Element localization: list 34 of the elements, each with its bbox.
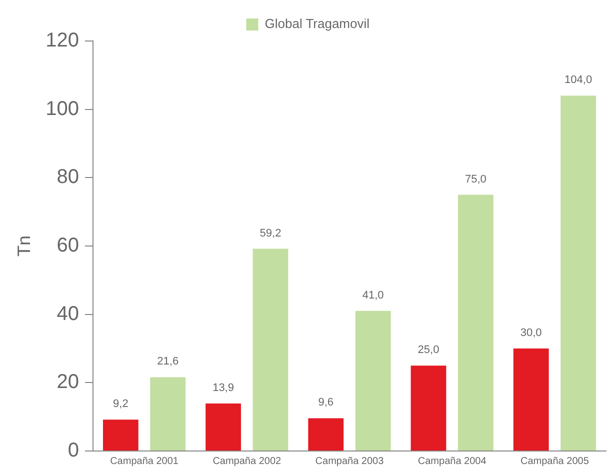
data-label: 59,2 <box>260 227 282 240</box>
bar <box>513 348 549 450</box>
x-tick-label: Campaña 2003 <box>315 456 384 467</box>
data-label: 104,0 <box>564 74 592 86</box>
y-tick-label: 80 <box>56 166 79 188</box>
y-tick-label: 40 <box>56 302 79 325</box>
bar <box>458 194 494 450</box>
y-tick-label: 120 <box>46 30 79 52</box>
legend-label: Global Tragamovil <box>264 16 370 32</box>
bar <box>308 418 344 450</box>
y-tick-label: 0 <box>68 440 79 462</box>
bar <box>252 248 288 450</box>
data-label: 9,6 <box>318 396 334 409</box>
bar <box>102 420 138 450</box>
x-tick-label: Campaña 2004 <box>418 456 487 467</box>
y-tick-label: 20 <box>56 371 79 394</box>
bar <box>150 377 186 450</box>
x-tick-label: Campaña 2002 <box>212 456 282 467</box>
bar <box>355 310 391 450</box>
x-tick-label: Campaña 2001 <box>110 456 179 467</box>
y-axis-title: Tn <box>14 235 34 257</box>
x-tick-label: Campaña 2005 <box>520 456 590 467</box>
bar <box>410 366 446 450</box>
data-label: 9,2 <box>113 398 128 410</box>
data-label: 41,0 <box>362 289 384 302</box>
y-tick-label: 100 <box>46 98 79 120</box>
bar <box>206 404 241 450</box>
y-tick-label: 60 <box>56 234 79 257</box>
data-label: 21,6 <box>157 356 179 368</box>
data-label: 13,9 <box>212 382 234 394</box>
data-label: 30,0 <box>520 327 542 340</box>
bar <box>560 96 596 450</box>
data-label: 75,0 <box>464 173 486 186</box>
data-label: 25,0 <box>418 344 440 356</box>
